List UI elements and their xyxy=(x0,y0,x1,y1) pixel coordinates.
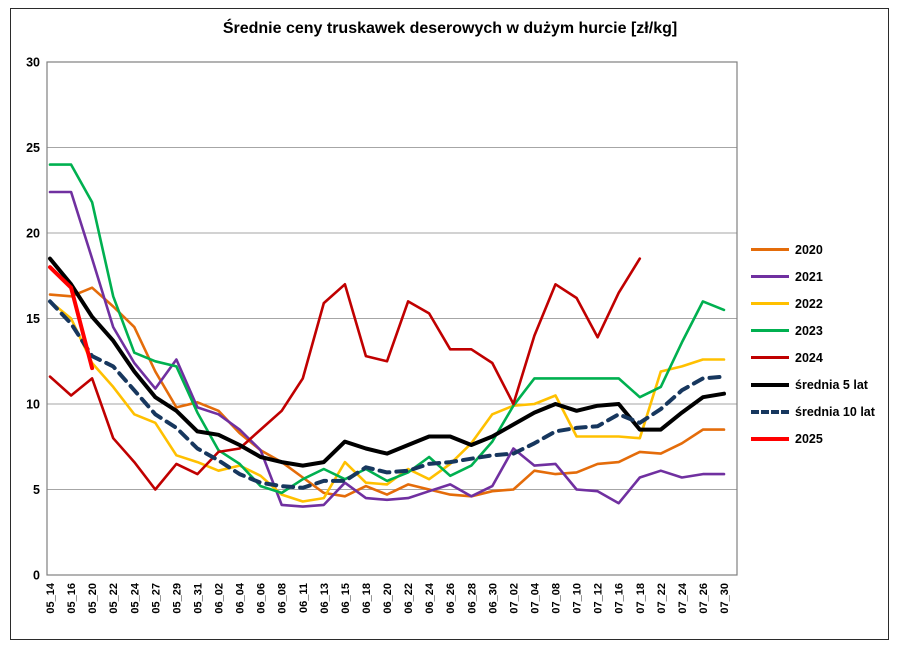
legend-item-2024: 2024 xyxy=(751,344,891,371)
series-line-2022 xyxy=(48,300,726,503)
x-tick-label-05_20: 05_20 xyxy=(87,583,99,614)
gridlines xyxy=(47,61,737,490)
x-tick-label-07_08: 07_08 xyxy=(551,583,563,614)
legend-item-label: 2020 xyxy=(795,242,823,257)
x-tick-label-06_28: 06_28 xyxy=(466,583,478,614)
x-tick-label-07_24: 07_24 xyxy=(677,582,689,613)
x-tick-label-07_18: 07_18 xyxy=(635,583,647,614)
series-line-2024 xyxy=(48,257,642,491)
x-tick-label-06_08: 06_08 xyxy=(277,583,289,614)
x-tick-label-06_22: 06_22 xyxy=(403,583,415,614)
legend-item-label: 2021 xyxy=(795,269,823,284)
legend-item-label: średnia 5 lat xyxy=(795,377,868,392)
legend-swatch-2023 xyxy=(751,329,789,332)
legend-swatch-2022 xyxy=(751,302,789,305)
legend-swatch-2025 xyxy=(751,436,789,441)
x-tick-label-06_18: 06_18 xyxy=(361,583,373,614)
y-tick-label-10: 10 xyxy=(26,398,40,412)
x-tick-label-05_16: 05_16 xyxy=(66,583,78,614)
x-tick-label-07_30: 07_30 xyxy=(719,583,731,614)
legend-item-2020: 2020 xyxy=(751,236,891,263)
x-tick-label-07_10: 07_10 xyxy=(572,583,584,614)
series-line-2025 xyxy=(48,265,95,371)
legend-item-label: 2022 xyxy=(795,296,823,311)
x-tick-label-06_24: 06_24 xyxy=(424,582,436,613)
y-axis-labels: 0 5 10 15 20 25 30 xyxy=(26,56,40,583)
legend-item-2022: 2022 xyxy=(751,290,891,317)
legend: 2020 2021 2022 2023 2024 średnia 5 lat średnia… xyxy=(751,236,891,452)
x-tick-label-06_13: 06_13 xyxy=(319,583,331,614)
legend-item-2025: 2025 xyxy=(751,425,891,452)
legend-item-label: 2024 xyxy=(795,350,823,365)
legend-item-label: 2025 xyxy=(795,431,823,446)
series-line-2023 xyxy=(48,163,726,495)
x-tick-label-05_14: 05_14 xyxy=(45,582,57,613)
legend-swatch-średnia-10-lat xyxy=(751,409,789,414)
legend-swatch-średnia-5-lat xyxy=(751,382,789,387)
legend-swatch-2020 xyxy=(751,248,789,251)
x-tick-label-07_02: 07_02 xyxy=(508,583,520,614)
x-tick-label-07_16: 07_16 xyxy=(614,583,626,614)
x-tick-label-05_31: 05_31 xyxy=(192,583,204,614)
y-tick-label-30: 30 xyxy=(26,56,40,70)
x-tick-label-06_04: 06_04 xyxy=(235,582,247,613)
series-line-2020 xyxy=(48,286,726,498)
x-tick-label-07_04: 07_04 xyxy=(529,582,541,613)
series-line-średnia-5-lat xyxy=(48,256,726,468)
chart-title: Średnie ceny truskawek deserowych w duży… xyxy=(222,20,678,37)
x-axis-labels: 05_14 05_16 05_20 05_22 05_24 05_27 05_29 05_31… xyxy=(45,582,731,613)
legend-item-2023: 2023 xyxy=(751,317,891,344)
legend-swatch-2024 xyxy=(751,356,789,359)
x-tick-label-06_26: 06_26 xyxy=(445,583,457,614)
x-tick-label-06_15: 06_15 xyxy=(340,583,352,614)
x-tick-label-07_12: 07_12 xyxy=(593,583,605,614)
x-tick-label-05_22: 05_22 xyxy=(108,583,120,614)
x-tick-label-05_24: 05_24 xyxy=(129,582,141,613)
legend-item-średnia-10-lat: średnia 10 lat xyxy=(751,398,891,425)
x-tick-label-06_20: 06_20 xyxy=(382,583,394,614)
legend-item-label: średnia 10 lat xyxy=(795,404,875,419)
x-tick-label-07_26: 07_26 xyxy=(698,583,710,614)
x-tick-label-07_22: 07_22 xyxy=(656,583,668,614)
x-tick-label-05_27: 05_27 xyxy=(150,583,162,614)
legend-swatch-2021 xyxy=(751,275,789,278)
y-tick-label-5: 5 xyxy=(33,483,40,497)
series-line-średnia-10-lat xyxy=(48,299,726,490)
x-tick-label-06_02: 06_02 xyxy=(214,583,226,614)
y-tick-label-20: 20 xyxy=(26,227,40,241)
legend-item-label: 2023 xyxy=(795,323,823,338)
x-tick-label-06_11: 06_11 xyxy=(298,583,310,613)
plot-area-border xyxy=(46,61,738,576)
legend-item-średnia-5-lat: średnia 5 lat xyxy=(751,371,891,398)
legend-item-2021: 2021 xyxy=(751,263,891,290)
x-tick-label-05_29: 05_29 xyxy=(171,583,183,614)
x-tick-label-06_06: 06_06 xyxy=(256,583,268,614)
y-tick-label-25: 25 xyxy=(26,141,40,155)
series-line-2021 xyxy=(48,190,726,508)
y-tick-label-15: 15 xyxy=(26,312,40,326)
x-tick-label-06_30: 06_30 xyxy=(487,583,499,614)
y-tick-label-0: 0 xyxy=(33,569,40,583)
